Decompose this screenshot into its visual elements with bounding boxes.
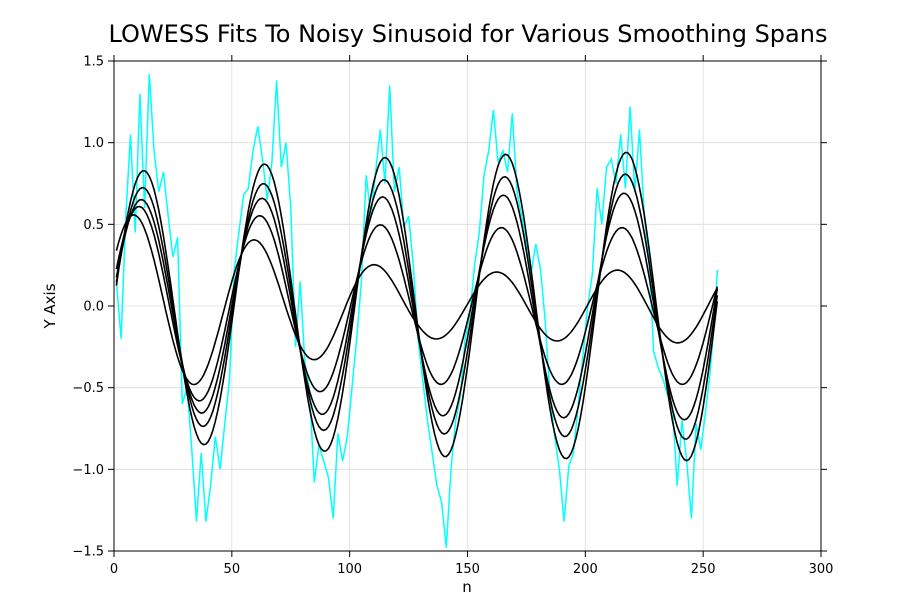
x-axis-label: n: [462, 578, 472, 596]
axis-ticks: 0 50 100 150 200 250 300 −1.5 −1.0 −0.5 0.0 0.5 1.0 1…: [72, 55, 833, 578]
lowess-fit-line: [115, 173, 719, 440]
lowess-fit-line: [115, 214, 718, 386]
x-tick-label: 300: [809, 562, 834, 577]
chart-title: LOWESS Fits To Noisy Sinusoid for Variou…: [109, 20, 828, 48]
y-axis-label: Y Axis: [41, 283, 59, 329]
x-tick-label: 50: [224, 562, 241, 577]
x-tick-label: 100: [337, 562, 362, 577]
plot-series: [115, 74, 719, 548]
lowess-fit-line: [115, 192, 719, 421]
y-tick-label: 1.5: [83, 55, 104, 70]
y-tick-label: −1.0: [72, 463, 104, 478]
lowess-fit-line: [115, 205, 719, 402]
x-tick-label: 150: [455, 562, 480, 577]
lowess-fit-line: [115, 151, 719, 462]
y-tick-label: −1.5: [72, 545, 104, 560]
noisy-sinusoid-line: [115, 74, 719, 548]
x-tick-label: 200: [573, 562, 598, 577]
y-tick-label: 1.0: [83, 136, 104, 151]
x-tick-label: 0: [110, 562, 118, 577]
y-tick-label: −0.5: [72, 381, 104, 396]
y-tick-label: 0.0: [83, 300, 104, 315]
y-tick-label: 0.5: [83, 218, 104, 233]
x-tick-label: 250: [691, 562, 716, 577]
